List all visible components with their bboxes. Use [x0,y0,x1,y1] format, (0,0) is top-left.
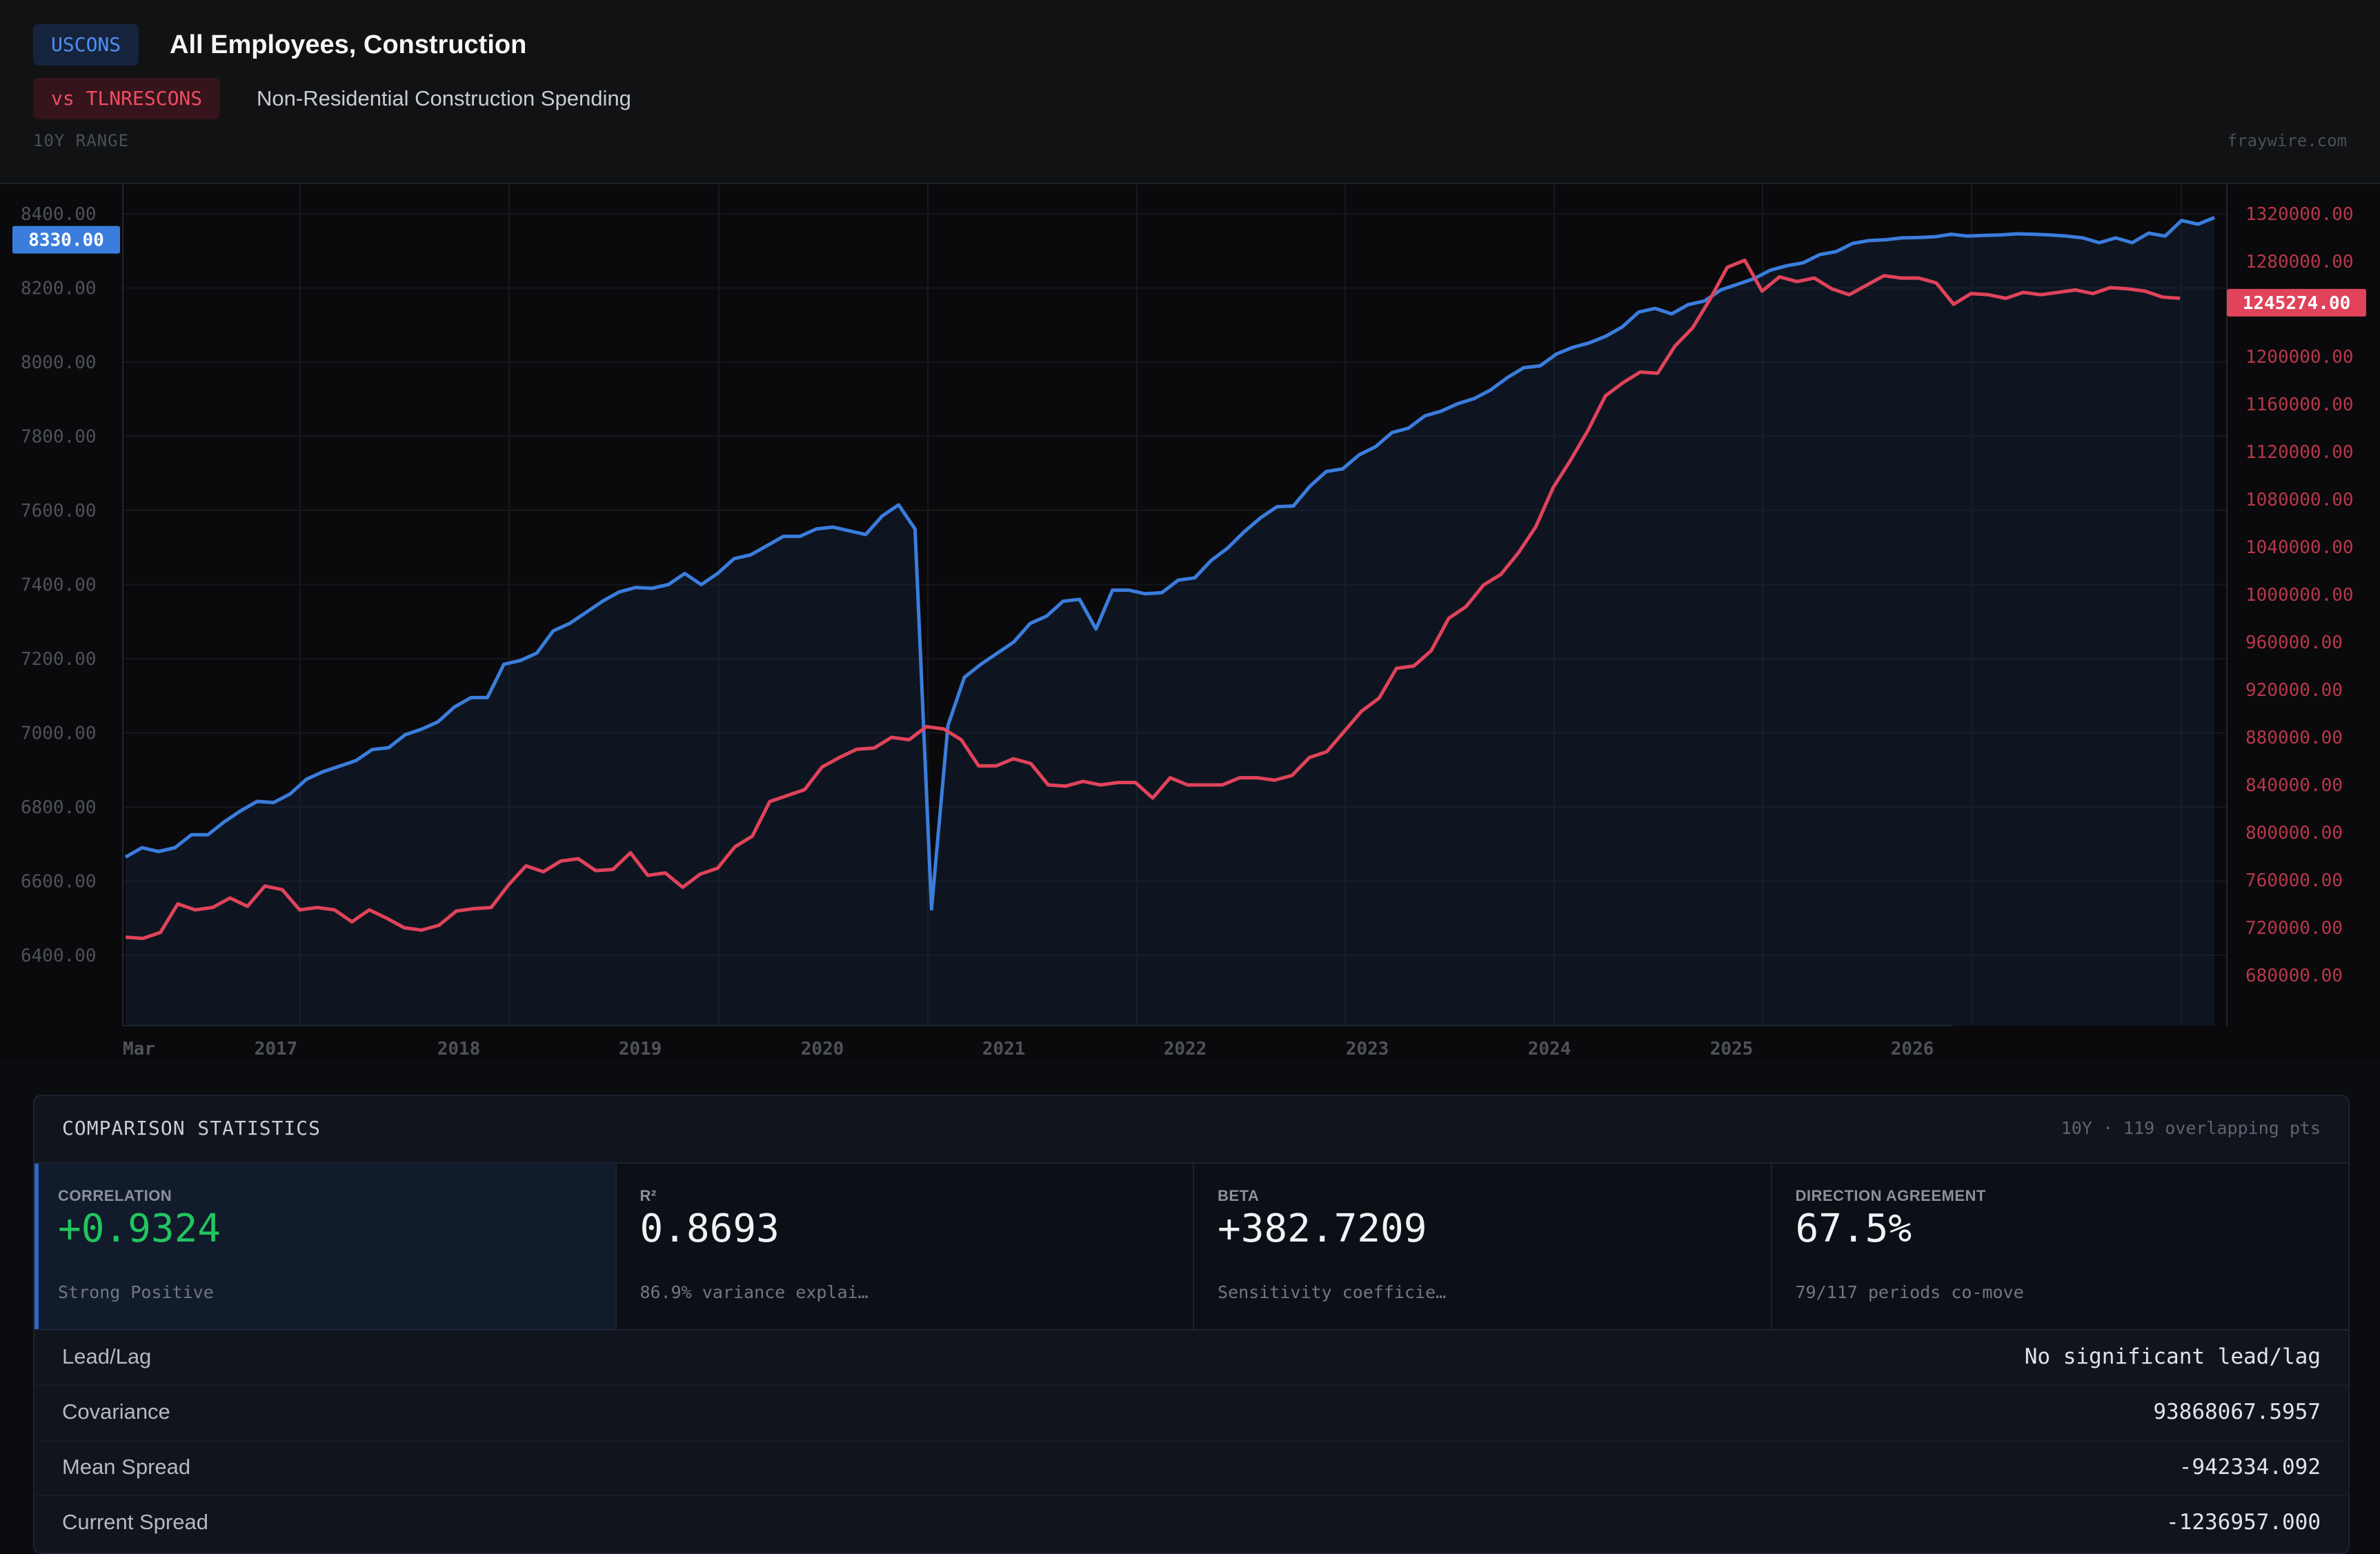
stat-card-subtext: 79/117 periods co-move [1795,1282,2024,1302]
stats-row-current-spread: Current Spread -1236957.000 [34,1496,2348,1550]
y-right-tick-label: 1120000.00 [2245,442,2354,463]
stat-card-direction-agreement[interactable]: DIRECTION AGREEMENT 67.5% 79/117 periods… [1772,1164,2348,1329]
stats-title: COMPARISON STATISTICS [62,1117,321,1139]
y-right-tick-label: 680000.00 [2245,966,2343,986]
stat-card-value: +0.9324 [58,1206,221,1251]
y-right-tick-label: 1040000.00 [2245,537,2354,558]
stats-row-value: -942334.092 [2179,1455,2321,1480]
stats-row-mean-spread: Mean Spread -942334.092 [34,1441,2348,1496]
stats-row-value: -1236957.000 [2166,1510,2321,1535]
primary-last-value-tag [12,226,120,254]
y-right-tick-label: 1160000.00 [2245,395,2354,415]
primary-series-badge[interactable]: USCONS [33,24,139,66]
y-right-tick-label: 1080000.00 [2245,490,2354,510]
y-right-tick-label: 800000.00 [2245,823,2343,844]
stat-card-label: DIRECTION AGREEMENT [1795,1187,1986,1204]
stat-card-label: CORRELATION [58,1187,172,1204]
comparison-statistics-panel: COMPARISON STATISTICS 10Y · 119 overlapp… [33,1095,2350,1554]
y-right-tick-label: 1200000.00 [2245,347,2354,368]
brand-watermark: fraywire.com [2227,131,2347,150]
stats-header: COMPARISON STATISTICS 10Y · 119 overlapp… [34,1096,2348,1164]
y-left-tick-label: 7600.00 [21,501,97,521]
y-right-tick-label: 720000.00 [2245,918,2343,939]
x-tick-label: 2021 [982,1039,1026,1059]
primary-series-area [126,217,2214,1026]
stat-card-correlation[interactable]: CORRELATION +0.9324 Strong Positive [34,1164,617,1329]
x-tick-label: 2017 [255,1039,298,1059]
x-tick-label: 2018 [437,1039,481,1059]
stat-card-subtext: 86.9% variance explai… [639,1282,869,1302]
compare-last-value-tag [2227,288,2366,317]
y-left-tick-label: 7200.00 [21,649,97,670]
stat-card-value: 0.8693 [639,1206,780,1251]
y-right-tick-label: 840000.00 [2245,775,2343,796]
y-left-tick-label: 8400.00 [21,204,97,225]
stat-card-label: BETA [1218,1187,1260,1204]
y-left-tick-label: 6800.00 [21,797,97,818]
y-right-tick-label: 960000.00 [2245,632,2343,653]
stats-row-value: No significant lead/lag [2024,1344,2321,1369]
comparison-chart[interactable]: 8400.00 8200.00 8000.00 7800.00 7600.00 7400.… [0,184,2380,1060]
range-label: 10Y RANGE [33,131,130,150]
y-right-tick-label: 1000000.00 [2245,585,2354,606]
primary-series-line [124,216,2215,911]
page-title: All Employees, Construction [170,30,527,59]
stats-row-covariance: Covariance 93868067.5957 [34,1386,2348,1441]
x-tick-label: 2019 [619,1039,662,1059]
stat-card-r-squared[interactable]: R² 0.8693 86.9% variance explai… [616,1164,1194,1329]
x-tick-label: 2025 [1710,1039,1754,1059]
y-right-tick-label: 1280000.00 [2245,252,2354,272]
y-left-tick-label: 8000.00 [21,352,97,373]
y-left-tick-label: 7800.00 [21,427,97,448]
stats-row-label: Lead/Lag [62,1344,152,1368]
y-left-tick-label: 6600.00 [21,872,97,893]
chart-header: USCONS All Employees, Construction vs TL… [0,0,2380,184]
y-right-tick-label: 880000.00 [2245,728,2343,748]
stat-card-label: R² [639,1187,657,1204]
x-tick-label: 2026 [1891,1039,1934,1059]
y-right-tick-label: 920000.00 [2245,680,2343,701]
stat-cards: CORRELATION +0.9324 Strong Positive R² 0… [34,1164,2348,1331]
stat-card-subtext: Sensitivity coefficie… [1218,1282,1447,1302]
y-left-tick-label: 6400.00 [21,946,97,966]
stats-row-label: Current Spread [62,1510,208,1534]
stats-row-label: Mean Spread [62,1455,191,1479]
primary-last-value: 8330.00 [28,230,104,251]
stats-meta: 10Y · 119 overlapping pts [2061,1118,2321,1138]
stats-row-lead-lag: Lead/Lag No significant lead/lag [34,1331,2348,1386]
compare-series-line [125,258,2181,940]
y-right-tick-label: 760000.00 [2245,870,2343,891]
y-left-tick-label: 8200.00 [21,279,97,299]
y-left-tick-label: 7000.00 [21,724,97,744]
stat-card-value: 67.5% [1795,1206,1912,1251]
stats-rows: Lead/Lag No significant lead/lag Covaria… [34,1331,2348,1550]
stats-row-value: 93868067.5957 [2153,1399,2321,1424]
x-tick-label: Mar [123,1039,155,1059]
y-right-tick-label: 1320000.00 [2245,204,2354,225]
stats-row-label: Covariance [62,1399,170,1424]
x-tick-label: 2020 [801,1039,844,1059]
compare-series-title: Non-Residential Construction Spending [257,86,631,110]
chart-svg[interactable]: 8400.00 8200.00 8000.00 7800.00 7600.00 7400.… [0,184,2380,1060]
stat-card-subtext: Strong Positive [58,1282,214,1302]
compare-last-value: 1245274.00 [2243,293,2351,314]
x-tick-label: 2023 [1346,1039,1389,1059]
stat-card-value: +382.7209 [1218,1206,1427,1251]
x-tick-label: 2022 [1164,1039,1207,1059]
compare-series-badge[interactable]: vs TLNRESCONS [33,78,221,119]
x-tick-label: 2024 [1528,1039,1571,1059]
y-left-tick-label: 7400.00 [21,575,97,596]
stat-card-beta[interactable]: BETA +382.7209 Sensitivity coefficie… [1194,1164,1772,1329]
